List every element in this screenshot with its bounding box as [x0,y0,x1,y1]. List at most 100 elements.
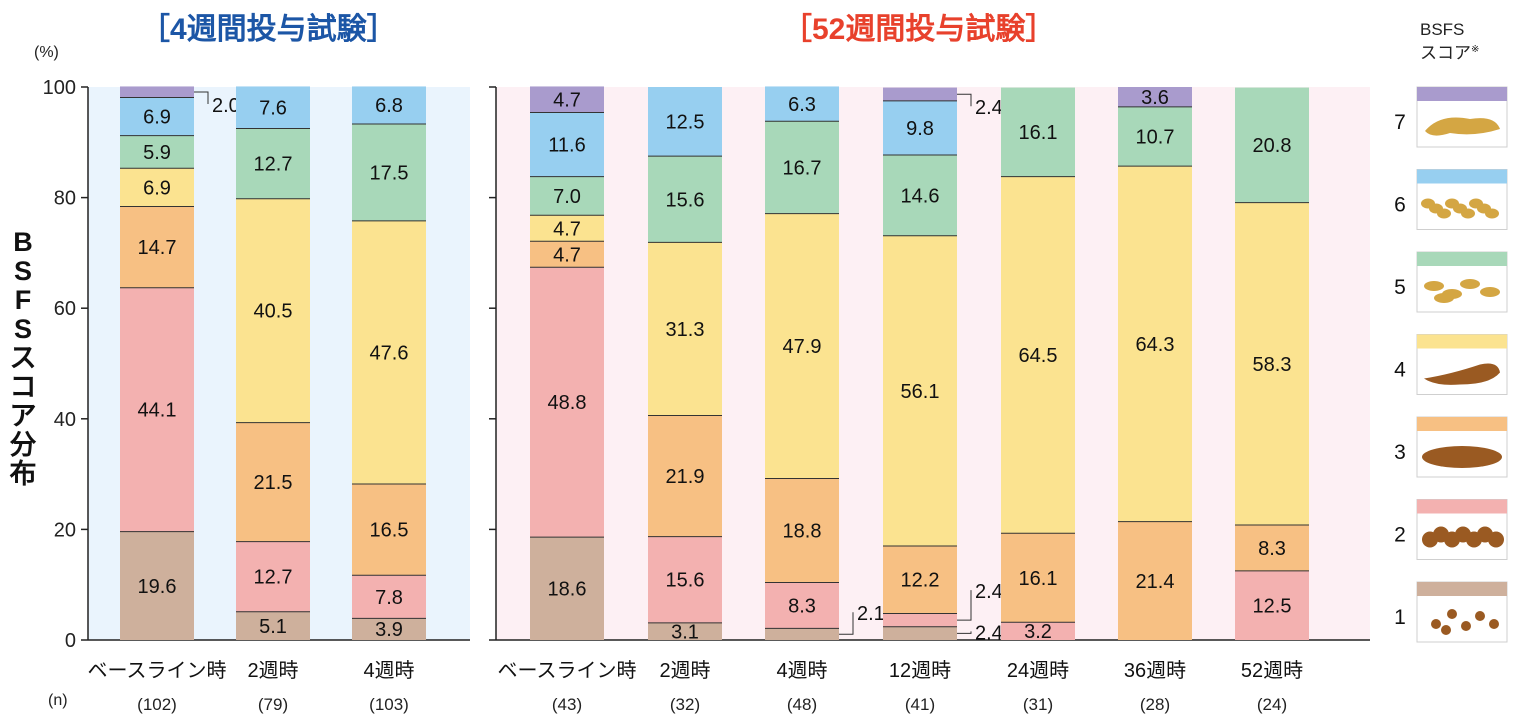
y-axis-label-char: B [13,227,33,257]
bar-segment-score-1 [765,628,839,640]
category-n-label: (28) [1140,695,1170,714]
data-label: 40.5 [254,301,293,323]
bar-segment-score-5 [120,135,194,169]
hard-lump [1461,621,1471,631]
legend-item-score-7: 7 [1394,86,1508,148]
watery-stool-icon [1425,117,1500,136]
category-label: ベースライン時 [498,659,637,682]
annotation-leader-line [957,590,972,621]
legend-title-line1: BSFS [1420,20,1465,39]
hard-lump [1489,619,1499,629]
bar-segment-score-6 [120,97,194,136]
legend-score-label: 2 [1394,524,1406,547]
data-label: 9.8 [906,118,934,140]
bar-segment-score-3 [1118,521,1192,640]
data-label: 7.8 [375,587,403,609]
category-label: 36週時 [1124,659,1186,682]
data-label: 6.3 [788,94,816,116]
bar-segment-score-1 [352,618,426,640]
legend-swatch-score-2 [1417,499,1507,514]
data-label: 16.7 [783,157,822,179]
data-label: 56.1 [901,381,940,403]
cracked-sausage-shape [1422,446,1502,468]
data-label: 10.7 [1136,126,1175,148]
y-axis-label-char: コ [9,372,37,402]
legend-swatch-score-4 [1417,334,1507,349]
bar-segment-score-4 [648,242,722,416]
data-label: 12.7 [254,154,293,176]
data-label: 8.3 [788,595,816,617]
y-tick-label: 20 [54,519,76,541]
hard-lump [1475,611,1485,621]
category-n-label: (48) [787,695,817,714]
bar-segment-score-2 [765,582,839,629]
soft-blob [1480,287,1500,297]
soft-blob [1434,293,1454,303]
bar-segment-score-2 [530,267,604,538]
category-label: 12週時 [889,659,951,682]
y-axis-label-char: S [13,256,32,286]
mushy-stool-icon [1421,198,1499,219]
data-label: 12.2 [901,570,940,592]
bar-segment-score-3 [1001,533,1075,623]
hard-lumps-stool-icon [1431,609,1499,635]
hard-lump [1441,625,1451,635]
bar-segment-score-4 [352,220,426,485]
hard-lump [1447,609,1457,619]
category-n-label: (103) [369,695,409,714]
data-label: 16.5 [370,520,409,542]
data-label: 48.8 [548,392,587,414]
bar-segment-score-4 [120,168,194,207]
bar-segment-score-4 [765,213,839,479]
category-label: 4週時 [776,659,827,682]
legend-item-score-6: 6 [1394,169,1508,230]
legend-item-score-4: 4 [1394,334,1508,395]
y-axis-label-char: ス [9,343,37,373]
legend-score-label: 1 [1394,606,1406,629]
data-label: 14.6 [901,185,940,207]
annotation-label: 2.4 [975,622,1003,644]
legend-score-label: 6 [1394,194,1406,217]
data-label: 15.6 [666,570,705,592]
legend-score-label: 5 [1394,276,1406,299]
bar-segment-score-3 [883,545,957,614]
category-n-label: (24) [1257,695,1287,714]
data-label: 21.9 [666,466,705,488]
data-label: 14.7 [138,237,177,259]
bar-segment-score-4 [1118,166,1192,522]
data-label: 18.6 [548,579,587,601]
data-label: 20.8 [1253,135,1292,157]
bar-segment-score-7 [530,86,604,113]
n-label: (n) [48,692,68,709]
data-label: 4.7 [553,244,581,266]
legend-swatch-score-5 [1417,252,1507,266]
data-label: 44.1 [138,400,177,422]
y-axis-label-char: 布 [9,459,37,489]
category-n-label: (79) [258,695,288,714]
annotation-label: 2.4 [975,581,1003,603]
data-label: 8.3 [1258,538,1286,560]
bar-segment-score-5 [236,128,310,199]
cracked-sausage-stool-icon [1422,446,1502,468]
data-label: 6.9 [143,107,171,129]
annotation-leader-line [839,612,854,635]
data-label: 3.2 [1024,621,1052,643]
chart-title-52-week: ［52週間投与試験］ [782,13,1056,46]
legend-item-score-1: 1 [1394,581,1508,643]
data-label: 5.1 [259,616,287,638]
legend-item-score-2: 2 [1394,499,1508,560]
bar-segment-score-3 [530,241,604,268]
data-label: 21.5 [254,472,293,494]
mushy-piece [1461,208,1475,219]
y-tick-label: 100 [43,77,76,99]
bar-segment-score-3 [352,484,426,576]
category-n-label: (31) [1023,695,1053,714]
y-axis-label-char: ア [9,401,37,431]
bar-segment-score-5 [648,156,722,243]
bar-segment-score-5 [1118,106,1192,167]
bar-segment-score-2 [236,541,310,612]
data-label: 16.1 [1019,122,1058,144]
y-axis-label-char: F [14,285,32,315]
soft-blobs-stool-icon [1424,279,1500,303]
